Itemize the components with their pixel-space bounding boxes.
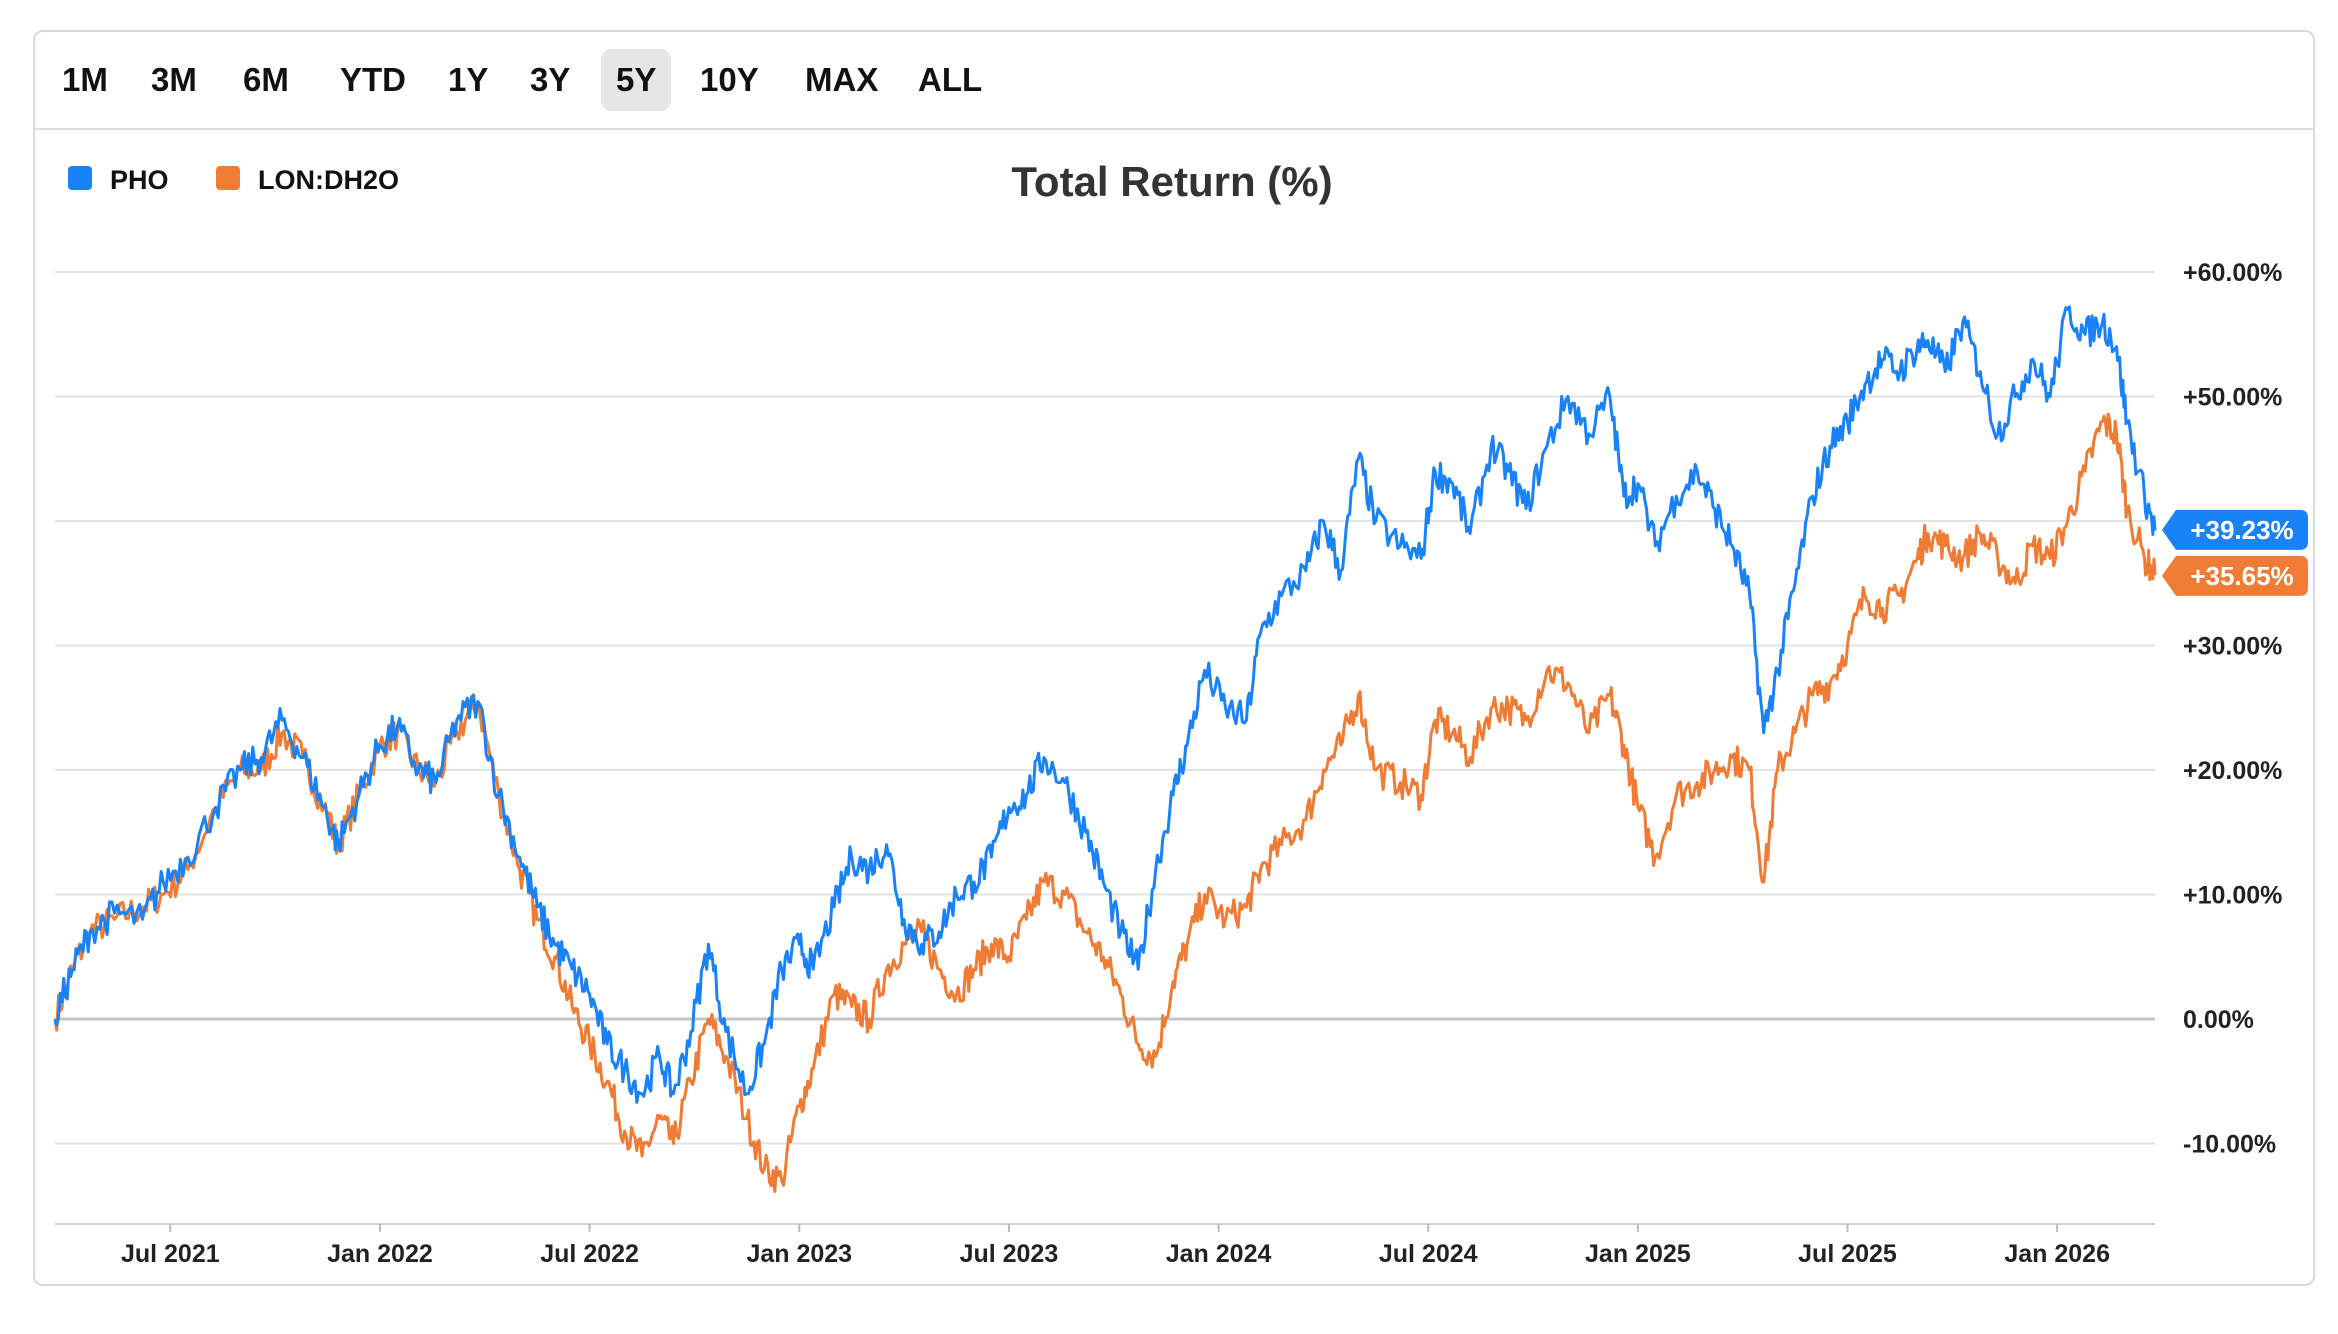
end-value-label: +35.65%	[2190, 561, 2293, 591]
end-value-label: +39.23%	[2190, 515, 2293, 545]
range-5y-button[interactable]: 5Y	[601, 49, 672, 111]
chart-title: Total Return (%)	[1011, 158, 1332, 205]
y-tick-label: +20.00%	[2183, 757, 2282, 785]
end-value-flag	[2162, 509, 2308, 550]
range-1m-button[interactable]: 1M	[62, 61, 108, 98]
y-tick-label: -10.00%	[2183, 1131, 2276, 1159]
legend-swatch-pho[interactable]	[68, 166, 92, 190]
range-all-button[interactable]: ALL	[918, 61, 983, 98]
range-3y-button[interactable]: 3Y	[530, 61, 571, 98]
legend-label-pho[interactable]: PHO	[110, 165, 169, 195]
x-tick-label: Jul 2022	[540, 1240, 639, 1268]
series-line-dh2o[interactable]	[53, 412, 2157, 1193]
y-tick-label: +50.00%	[2183, 384, 2282, 412]
legend-swatch-dh2o[interactable]	[216, 166, 240, 190]
x-tick-label: Jan 2025	[1585, 1240, 1691, 1268]
series-line-pho[interactable]	[53, 305, 2157, 1104]
range-max-button[interactable]: MAX	[805, 61, 879, 98]
x-tick-label: Jul 2025	[1798, 1240, 1897, 1268]
legend-label-dh2o[interactable]: LON:DH2O	[258, 165, 399, 195]
range-ytd-button[interactable]: YTD	[340, 61, 406, 98]
range-3m-button[interactable]: 3M	[151, 61, 197, 98]
end-value-flag	[2162, 555, 2308, 596]
x-tick-label: Jan 2024	[1166, 1240, 1272, 1268]
range-10y-button[interactable]: 10Y	[700, 61, 759, 98]
range-6m-button[interactable]: 6M	[243, 61, 289, 98]
y-tick-label: +60.00%	[2183, 259, 2282, 287]
y-tick-label: +30.00%	[2183, 633, 2282, 661]
range-toolbar: 1M 3M 6M YTD 1Y 3Y 5Y 10Y MAX ALL	[35, 32, 2313, 130]
x-tick-label: Jul 2024	[1379, 1240, 1478, 1268]
y-tick-label: 0.00%	[2183, 1006, 2254, 1034]
x-tick-label: Jul 2023	[960, 1240, 1059, 1268]
x-tick-label: Jan 2022	[327, 1240, 433, 1268]
y-tick-label: +10.00%	[2183, 882, 2282, 910]
x-tick-label: Jan 2026	[2004, 1240, 2110, 1268]
x-tick-label: Jan 2023	[746, 1240, 852, 1268]
range-1y-button[interactable]: 1Y	[448, 61, 489, 98]
x-tick-label: Jul 2021	[121, 1240, 220, 1268]
chart-card: 1M 3M 6M YTD 1Y 3Y 5Y 10Y MAX ALL	[33, 30, 2315, 1286]
